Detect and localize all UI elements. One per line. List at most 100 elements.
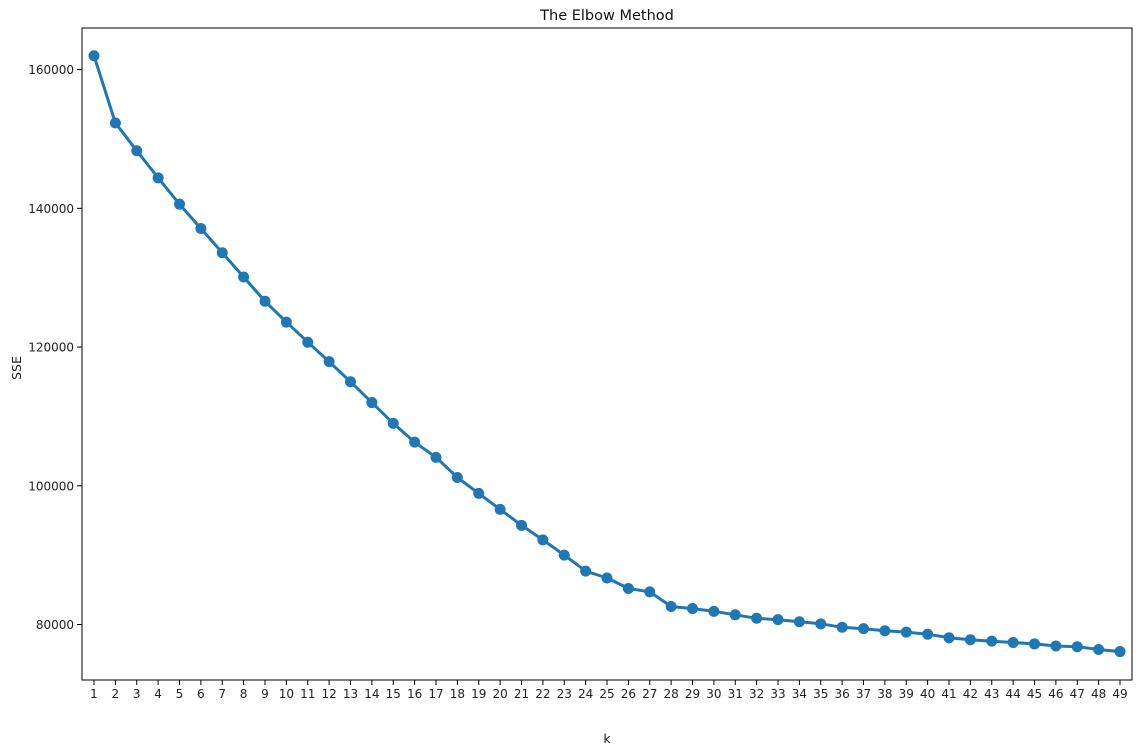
x-tick-label: 45 [1027,687,1042,701]
data-point [964,634,976,646]
x-tick-label: 22 [535,687,550,701]
data-point [1007,637,1019,649]
data-point [1050,640,1062,652]
x-tick-label: 33 [770,687,785,701]
x-tick-label: 12 [321,687,336,701]
data-point [708,605,720,617]
x-tick-label: 36 [834,687,849,701]
x-tick-label: 1 [90,687,98,701]
x-tick-label: 20 [492,687,507,701]
data-point [109,117,121,129]
data-point [451,471,463,483]
x-tick-label: 25 [599,687,614,701]
x-tick-label: 21 [514,687,529,701]
data-point [280,316,292,328]
data-point [473,487,485,499]
data-point [345,376,356,388]
data-point [195,222,207,234]
x-tick-label: 43 [984,687,999,701]
x-tick-label: 49 [1112,687,1127,701]
x-tick-label: 31 [728,687,743,701]
y-tick-label: 140000 [28,202,74,216]
x-tick-label: 26 [621,687,636,701]
chart-title: The Elbow Method [539,8,674,24]
x-tick-label: 9 [261,687,269,701]
data-point [216,247,228,259]
data-point [580,565,592,577]
data-point [1029,638,1040,650]
x-tick-label: 41 [941,687,956,701]
x-tick-label: 4 [154,687,162,701]
x-tick-label: 40 [920,687,935,701]
data-point [836,621,848,633]
y-axis-label: SSE [9,356,24,380]
y-tick-label: 160000 [28,63,74,77]
x-tick-label: 19 [471,687,486,701]
data-point [323,356,335,368]
data-point [366,397,378,409]
data-point [494,503,506,515]
x-tick-label: 10 [279,687,294,701]
data-point [409,436,421,448]
series-line [92,55,1121,654]
data-point [516,519,527,531]
x-tick-label: 5 [176,687,184,701]
data-point [387,417,399,429]
x-tick-label: 42 [963,687,978,701]
data-point [430,451,442,463]
data-point [729,609,741,621]
data-point [88,50,100,62]
x-tick-label: 18 [450,687,465,701]
data-point [558,549,570,561]
x-tick-label: 23 [557,687,572,701]
x-tick-label: 32 [749,687,764,701]
x-tick-label: 48 [1091,687,1106,701]
data-point [302,336,314,348]
data-point [879,625,891,637]
x-tick-label: 3 [133,687,141,701]
data-point [1093,643,1105,655]
data-point [622,582,634,594]
x-tick-label: 11 [300,687,315,701]
data-point [665,600,677,612]
data-point [986,635,998,647]
x-tick-label: 29 [685,687,700,701]
x-tick-label: 47 [1070,687,1085,701]
x-tick-label: 13 [343,687,358,701]
data-point [793,616,805,628]
data-point [815,618,827,630]
x-tick-label: 30 [706,687,721,701]
y-tick-label: 80000 [36,618,74,632]
data-point [900,626,912,638]
data-point [174,198,185,210]
x-tick-label: 16 [407,687,422,701]
data-point [922,628,934,640]
data-point [943,632,955,644]
x-tick-label: 27 [642,687,657,701]
x-tick-label: 17 [428,687,443,701]
x-tick-label: 28 [663,687,678,701]
data-point [537,534,549,546]
data-point [1114,646,1126,658]
x-tick-label: 38 [877,687,892,701]
data-point [1071,641,1083,653]
data-point [644,586,656,598]
x-tick-label: 39 [899,687,914,701]
x-tick-label: 14 [364,687,379,701]
x-tick-label: 35 [813,687,828,701]
data-point [238,271,250,283]
y-tick-label: 100000 [28,479,74,493]
x-tick-label: 34 [792,687,807,701]
data-point [601,572,613,584]
x-tick-label: 6 [197,687,205,701]
data-point [772,614,784,626]
x-tick-label: 2 [112,687,120,701]
x-tick-label: 15 [386,687,401,701]
x-tick-label: 44 [1005,687,1020,701]
sse-series [88,50,1126,658]
x-tick-label: 8 [240,687,248,701]
x-tick-label: 37 [856,687,871,701]
x-axis-label: k [603,731,611,746]
x-tick-label: 24 [578,687,593,701]
